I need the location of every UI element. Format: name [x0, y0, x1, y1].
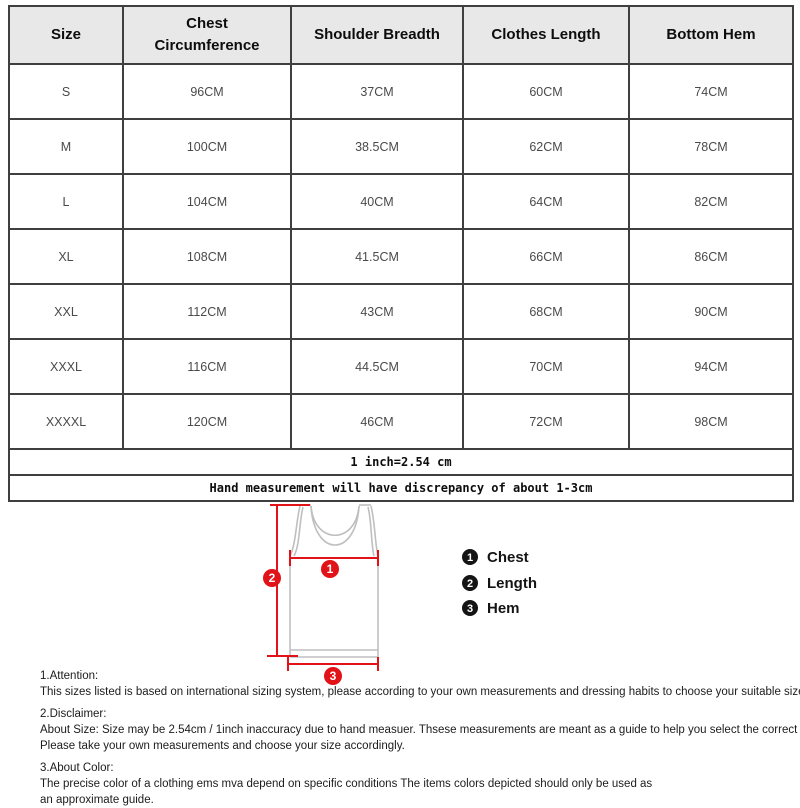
hem-cell: 74CM [628, 63, 794, 120]
col-header-hem-label: Bottom Hem [666, 26, 756, 43]
size-cell: S [8, 63, 124, 120]
size-cell: XXXXL [8, 393, 124, 450]
chest-cell: 96CM [122, 63, 292, 120]
table-row-xxxxl: XXXXL 120CM 46CM 72CM 98CM [8, 393, 794, 450]
chest-cell: 108CM [122, 228, 292, 285]
length-cell: 60CM [462, 63, 630, 120]
hem-marker-badge: 3 [324, 667, 342, 685]
about-color-section: 3.About Color: The precise color of a cl… [40, 760, 792, 808]
col-header-chest: Chest Circumference [122, 5, 292, 65]
legend-item-length: 2 Length [462, 575, 537, 592]
table-row-s: S 96CM 37CM 60CM 74CM [8, 63, 794, 120]
length-cell: 72CM [462, 393, 630, 450]
chest-cell: 120CM [122, 393, 292, 450]
footnotes: 1.Attention: This sizes listed is based … [40, 668, 800, 808]
hem-cell: 94CM [628, 338, 794, 395]
note-row-discrepancy: Hand measurement will have discrepancy o… [8, 474, 794, 502]
shoulder-cell: 38.5CM [290, 118, 464, 175]
disclaimer-line-1: About Size: Size may be 2.54cm / 1inch i… [40, 724, 800, 736]
col-header-hem: Bottom Hem [628, 5, 794, 65]
hem-cell: 90CM [628, 283, 794, 340]
shoulder-cell: 46CM [290, 393, 464, 450]
hem-cell: 98CM [628, 393, 794, 450]
shoulder-cell: 40CM [290, 173, 464, 230]
length-marker-badge: 2 [263, 569, 281, 587]
col-header-chest-label: Chest Circumference [154, 15, 260, 54]
legend-chest-number: 1 [467, 552, 473, 564]
disclaimer-line-2: Please take your own measurements and ch… [40, 740, 405, 752]
attention-line-1: This sizes listed is based on internatio… [40, 686, 800, 698]
inch-conversion-note: 1 inch=2.54 cm [8, 448, 794, 476]
col-header-size: Size [8, 5, 124, 65]
chest-marker-badge: 1 [321, 560, 339, 578]
hem-cell: 78CM [628, 118, 794, 175]
disclaimer-title: 2.Disclaimer: [40, 708, 107, 720]
hem-cell: 82CM [628, 173, 794, 230]
chest-cell: 100CM [122, 118, 292, 175]
col-header-shoulder-label: Shoulder Breadth [314, 26, 440, 43]
size-diagram: 1 2 3 1 Chest 2 Length 3 Hem [263, 504, 537, 685]
length-cell: 68CM [462, 283, 630, 340]
size-cell: XXXL [8, 338, 124, 395]
length-cell: 64CM [462, 173, 630, 230]
table-row-xl: XL 108CM 41.5CM 66CM 86CM [8, 228, 794, 285]
hem-marker-number: 3 [330, 669, 337, 683]
shoulder-cell: 37CM [290, 63, 464, 120]
chest-marker-number: 1 [327, 562, 334, 576]
note-row-inch: 1 inch=2.54 cm [8, 448, 794, 476]
legend-length-label: Length [487, 575, 537, 592]
size-cell: XXL [8, 283, 124, 340]
table-row-xxxl: XXXL 116CM 44.5CM 70CM 94CM [8, 338, 794, 395]
table-row-xxl: XXL 112CM 43CM 68CM 90CM [8, 283, 794, 340]
shoulder-cell: 43CM [290, 283, 464, 340]
measurement-discrepancy-note: Hand measurement will have discrepancy o… [8, 474, 794, 502]
length-cell: 62CM [462, 118, 630, 175]
legend-item-hem: 3 Hem [462, 600, 520, 617]
attention-title: 1.Attention: [40, 670, 99, 682]
about-color-line-1: The precise color of a clothing ems mva … [40, 778, 653, 790]
size-chart-table: Size Chest Circumference Shoulder Breadt… [8, 5, 794, 502]
shoulder-cell: 41.5CM [290, 228, 464, 285]
legend-hem-number: 3 [467, 603, 473, 615]
legend-hem-label: Hem [487, 600, 520, 617]
size-cell: XL [8, 228, 124, 285]
length-cell: 70CM [462, 338, 630, 395]
chest-cell: 116CM [122, 338, 292, 395]
size-cell: L [8, 173, 124, 230]
table-row-m: M 100CM 38.5CM 62CM 78CM [8, 118, 794, 175]
hem-measure-line [287, 657, 379, 671]
header-row: Size Chest Circumference Shoulder Breadt… [8, 5, 794, 65]
legend-length-number: 2 [467, 578, 473, 590]
chest-cell: 104CM [122, 173, 292, 230]
col-header-length-label: Clothes Length [491, 26, 601, 43]
chest-measure-line [289, 550, 379, 566]
length-cell: 66CM [462, 228, 630, 285]
length-marker-number: 2 [269, 571, 276, 585]
size-cell: M [8, 118, 124, 175]
col-header-shoulder: Shoulder Breadth [290, 5, 464, 65]
col-header-length: Clothes Length [462, 5, 630, 65]
hem-cell: 86CM [628, 228, 794, 285]
table-row-l: L 104CM 40CM 64CM 82CM [8, 173, 794, 230]
about-color-line-2: an approximate guide. [40, 794, 154, 806]
about-color-title: 3.About Color: [40, 762, 114, 774]
legend-chest-label: Chest [487, 549, 529, 566]
attention-section: 1.Attention: This sizes listed is based … [40, 668, 800, 700]
shoulder-cell: 44.5CM [290, 338, 464, 395]
col-header-size-label: Size [50, 26, 81, 43]
vest-illustration-icon [289, 504, 379, 658]
disclaimer-section: 2.Disclaimer: About Size: Size may be 2.… [40, 706, 800, 754]
chest-cell: 112CM [122, 283, 292, 340]
legend-item-chest: 1 Chest [462, 549, 529, 566]
